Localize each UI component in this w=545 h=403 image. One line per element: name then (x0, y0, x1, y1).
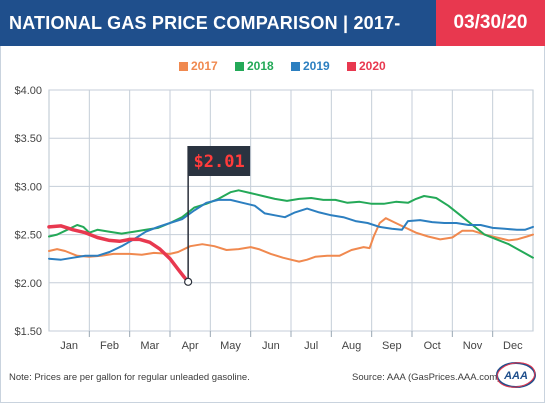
price-display-box (188, 146, 251, 176)
legend-swatch-2020 (347, 62, 356, 71)
series-line-2018 (48, 189, 534, 259)
x-tick-label: Jun (262, 340, 280, 352)
x-tick-label: Oct (424, 340, 441, 352)
x-axis-labels: Jan Feb Mar Apr May Jun Jul Aug Sep Oct Nov Dec (60, 340, 523, 352)
x-tick-label: Sep (382, 340, 402, 352)
date-badge: 03/30/20 (436, 0, 545, 46)
legend-label-2020: 2020 (359, 59, 386, 73)
legend-label-2019: 2019 (303, 59, 330, 73)
series-lines (47, 189, 534, 284)
x-tick-label: May (220, 340, 241, 352)
y-tick-label: $4.00 (14, 85, 42, 97)
y-tick-label: $3.00 (14, 181, 42, 193)
legend-label-2018: 2018 (247, 59, 274, 73)
y-tick-label: $2.50 (14, 230, 42, 242)
chart-title: NATIONAL GAS PRICE COMPARISON | 2017-202… (0, 0, 436, 79)
price-annotation: $2.01 (184, 146, 251, 286)
y-axis-labels: $4.00 $3.50 $3.00 $2.50 $2.00 $1.50 (14, 85, 42, 338)
series-line-2020 (47, 224, 190, 284)
x-tick-label: Feb (100, 340, 119, 352)
logo-text: AAA (503, 370, 528, 382)
grid-lines (48, 89, 534, 337)
footnote: Note: Prices are per gallon for regular … (9, 372, 250, 383)
series-line-2017 (48, 217, 534, 263)
x-tick-label: Dec (503, 340, 523, 352)
aaa-logo-icon: AAA (496, 362, 536, 388)
legend-swatch-2017 (179, 62, 188, 71)
price-display-label: $2.01 (194, 152, 245, 172)
y-tick-label: $3.50 (14, 133, 42, 145)
y-tick-label: $1.50 (14, 326, 42, 338)
source-credit: Source: AAA (GasPrices.AAA.com) (352, 372, 501, 383)
x-tick-label: Nov (463, 340, 483, 352)
x-tick-label: Apr (182, 340, 199, 352)
legend-swatch-2018 (235, 62, 244, 71)
x-tick-label: Jan (60, 340, 78, 352)
legend-swatch-2019 (291, 62, 300, 71)
price-point-marker (184, 277, 193, 286)
legend-label-2017: 2017 (191, 59, 218, 73)
legend: 2017 2018 2019 2020 (179, 59, 386, 73)
header-bar: NATIONAL GAS PRICE COMPARISON | 2017-202… (0, 0, 545, 79)
y-tick-label: $2.00 (14, 278, 42, 290)
x-tick-label: Aug (342, 340, 362, 352)
x-tick-label: Mar (140, 340, 159, 352)
x-tick-label: Jul (304, 340, 318, 352)
